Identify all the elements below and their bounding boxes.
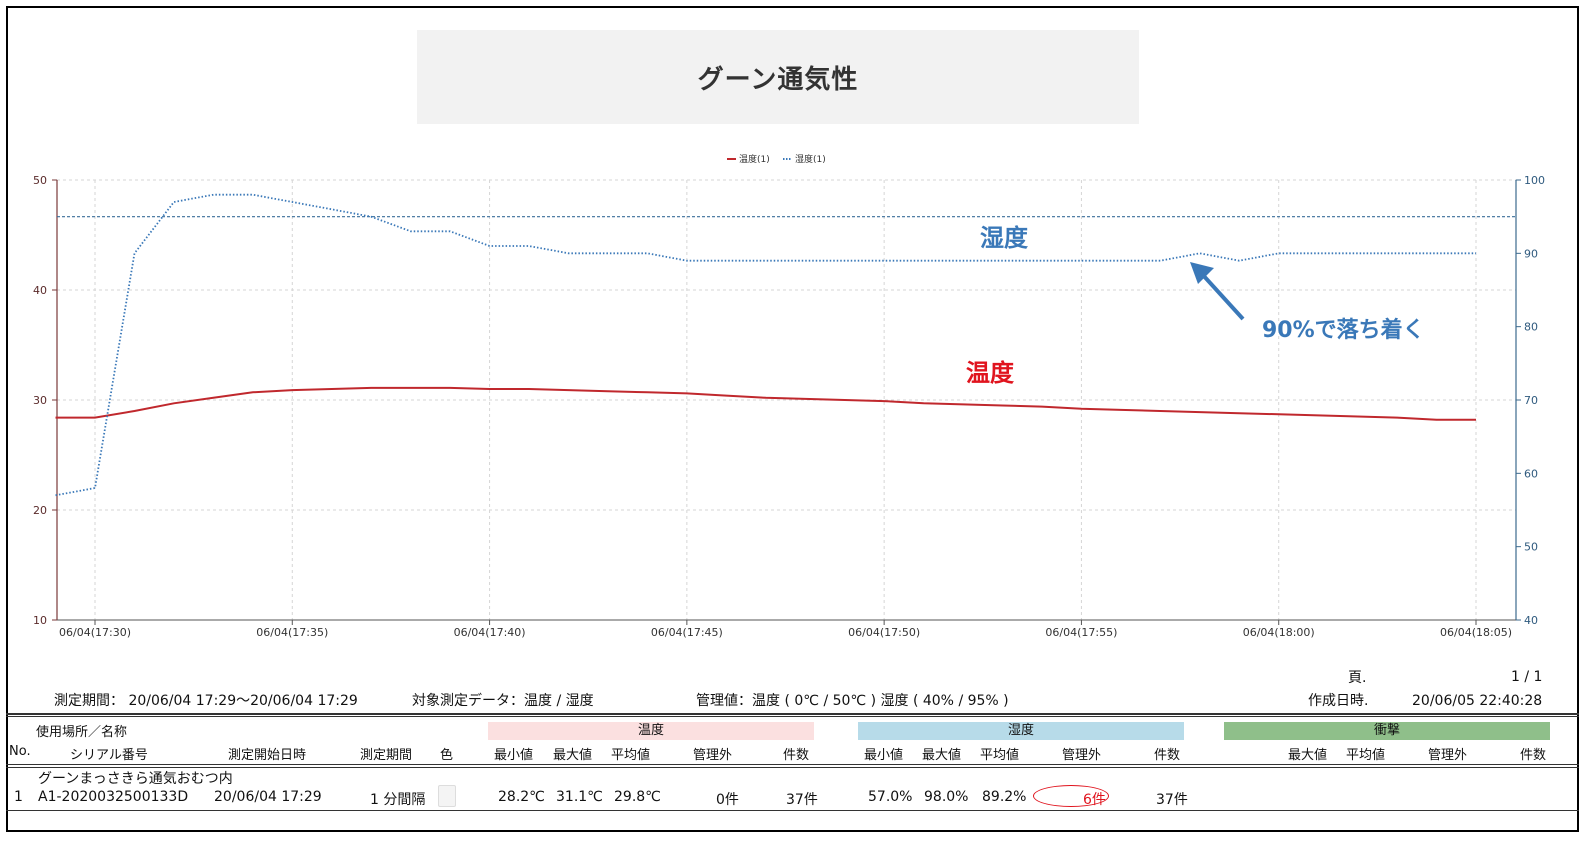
hdr-shock-avg: 平均値 [1346,748,1386,763]
table-header-rule [6,764,1579,765]
hdr-location: 使用場所／名称 [36,725,128,740]
right-tick-label: 60 [1524,467,1538,480]
hdr-shock-max: 最大値 [1288,748,1328,763]
left-tick-label: 30 [33,394,47,407]
line-chart: 10 20 30 40 50 40 50 60 70 80 90 100 06/04(17:30) 06/… [33,153,1545,639]
hdr-period: 測定期間 [360,748,413,763]
row-hum-min: 57.0% [868,789,913,805]
x-tick-label: 06/04(17:30) [59,626,131,639]
x-tick-label: 06/04(18:00) [1243,626,1315,639]
hdr-hum-min: 最小値 [864,748,904,763]
row-hum-avg: 89.2% [982,789,1027,805]
annotation-arrow-shaft [1200,272,1245,321]
right-tick-label: 70 [1524,394,1538,407]
annotation-temperature-label: 温度 [966,359,1015,387]
row-temp-max: 31.1℃ [556,789,603,805]
x-tick-label: 06/04(17:40) [454,626,526,639]
created-label: 作成日時. [1308,693,1369,709]
annotation-arrow-head [1190,262,1214,284]
x-tick-label: 06/04(17:35) [256,626,328,639]
row-temp-avg: 29.8℃ [614,789,661,805]
table-top-rule-2 [6,716,1579,717]
row-temp-out: 0件 [716,792,739,808]
right-tick-label: 40 [1524,614,1538,627]
report-frame [6,6,1579,832]
row-hum-count: 37件 [1156,792,1188,808]
row-location: グーンまっさきら通気おむつ内 [38,771,233,787]
row-serial: A1-2020032500133D [38,789,189,805]
table-top-rule [6,713,1579,715]
band-temperature: 温度 [488,722,814,740]
hdr-hum-avg: 平均値 [980,748,1020,763]
title-box: グーン通気性 [417,30,1139,124]
chart-series [55,193,1516,497]
left-tick-label: 40 [33,284,47,297]
hdr-temp-min: 最小値 [494,748,534,763]
hdr-hum-count: 件数 [1154,748,1181,763]
legend-label: 温度(1) [739,153,770,165]
annotation-settle-text: 90%で落ち着く [1262,317,1425,343]
page-label: 頁. [1348,670,1367,686]
row-temp-min: 28.2℃ [498,789,545,805]
row-temp-count: 37件 [786,792,818,808]
hdr-hum-max: 最大値 [922,748,962,763]
hdr-no: No. [9,744,31,759]
x-tick-label: 06/04(18:05) [1440,626,1512,639]
right-tick-label: 90 [1524,247,1538,260]
x-tick-label: 06/04(17:55) [1045,626,1117,639]
band-humidity: 湿度 [858,722,1184,740]
hdr-temp-out: 管理外 [693,748,733,763]
chart-title: グーン通気性 [697,64,859,95]
row-start: 20/06/04 17:29 [214,789,322,805]
hum-out-highlight-ellipse [1033,785,1109,807]
hdr-temp-max: 最大値 [553,748,593,763]
row-period: 1 分間隔 [370,792,426,808]
hdr-shock-out: 管理外 [1428,748,1468,763]
row-color-swatch [438,785,456,807]
hdr-hum-out: 管理外 [1062,748,1102,763]
x-tick-label: 06/04(17:50) [848,626,920,639]
right-tick-label: 80 [1524,321,1538,334]
left-tick-label: 50 [33,174,47,187]
row-no: 1 [14,789,23,805]
table-header-rule-2 [6,767,1579,768]
right-tick-label: 50 [1524,541,1538,554]
right-tick-label: 100 [1524,174,1545,187]
left-tick-label: 10 [33,614,47,627]
x-tick-label: 06/04(17:45) [651,626,723,639]
measure-period: 測定期間： 20/06/04 17:29～20/06/04 17:29 [54,693,358,709]
hdr-temp-avg: 平均値 [611,748,651,763]
hdr-start: 測定開始日時 [228,748,307,763]
chart-axes: 10 20 30 40 50 40 50 60 70 80 90 100 06/04(17:30) 06/… [33,174,1545,639]
hdr-temp-count: 件数 [783,748,810,763]
row-hum-out: 6件 [1083,792,1106,808]
hdr-serial: シリアル番号 [70,748,148,763]
control-values: 管理値：温度 ( 0℃ / 50℃ ) 湿度 ( 40% / 95% ) [696,693,1009,709]
hdr-color: 色 [440,748,454,763]
target-data: 対象測定データ：温度 / 湿度 [412,693,594,709]
temperature-series-line [55,386,1476,421]
annotation-humidity-label: 湿度 [980,224,1029,252]
chart-grid [57,179,1516,620]
page-value: 1 / 1 [1511,669,1543,685]
created-value: 20/06/05 22:40:28 [1412,693,1543,709]
table-bottom-rule [6,810,1579,811]
hdr-shock-count: 件数 [1520,748,1547,763]
band-shock: 衝撃 [1224,722,1550,740]
humidity-series-line [55,193,1476,497]
legend-label: 湿度(1) [795,153,826,165]
row-hum-max: 98.0% [924,789,969,805]
chart-legend: 温度(1) 湿度(1) [727,153,826,165]
left-tick-label: 20 [33,504,47,517]
